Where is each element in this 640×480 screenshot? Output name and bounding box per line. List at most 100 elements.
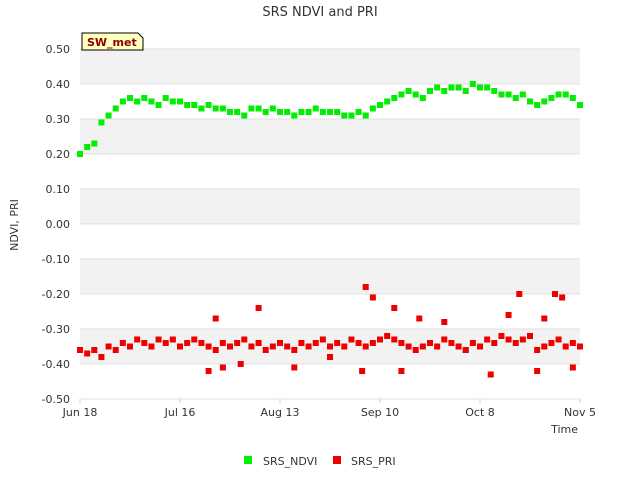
pri-point	[552, 291, 558, 297]
pri-point	[269, 343, 276, 350]
legend: SRS_NDVI SRS_PRI	[244, 455, 396, 468]
pri-point	[362, 284, 369, 290]
pri-point	[562, 343, 569, 350]
pri-point	[148, 343, 155, 350]
ndvi-point	[505, 91, 512, 98]
pri-point	[448, 340, 455, 346]
ndvi-point	[398, 91, 405, 98]
ndvi-point	[162, 95, 169, 101]
pri-point	[441, 336, 448, 343]
y-tick-label: 0.10	[46, 183, 71, 196]
ndvi-point	[391, 95, 398, 101]
pri-point	[241, 336, 248, 343]
ndvi-point	[248, 105, 255, 112]
ndvi-point	[269, 105, 276, 112]
ndvi-point	[419, 95, 426, 101]
ndvi-point	[141, 95, 148, 101]
pri-point	[548, 340, 555, 346]
y-tick-label: 0.00	[46, 218, 71, 231]
ndvi-point	[277, 109, 283, 115]
ndvi-point	[334, 109, 341, 115]
ndvi-series	[77, 81, 583, 157]
ndvi-point	[205, 102, 212, 108]
pri-point	[384, 333, 391, 339]
pri-point	[519, 336, 526, 343]
pri-point	[512, 340, 519, 346]
ndvi-point	[512, 95, 519, 101]
pri-point	[169, 336, 176, 343]
ndvi-point	[477, 84, 483, 91]
pri-point	[91, 347, 98, 353]
pri-point	[455, 343, 462, 350]
pri-point	[98, 354, 105, 360]
pri-point	[469, 340, 476, 346]
ndvi-point	[434, 84, 441, 91]
pri-point	[505, 312, 512, 318]
plot-band	[80, 49, 580, 84]
pri-point	[505, 336, 512, 343]
y-axis-ticks: 0.50 0.40 0.30 0.20 0.10 0.00 -0.10 -0.20 -0.30 -…	[42, 43, 70, 406]
y-tick-label: -0.10	[42, 253, 70, 266]
pri-point	[155, 336, 162, 343]
ndvi-point	[355, 109, 362, 115]
ndvi-point	[462, 88, 469, 94]
x-axis-label: Time	[550, 423, 578, 436]
pri-point	[369, 294, 376, 301]
pri-point	[334, 340, 341, 346]
pri-series	[77, 284, 583, 378]
pri-point	[298, 340, 305, 346]
pri-point	[84, 350, 91, 357]
ndvi-point	[112, 105, 119, 112]
pri-point	[487, 371, 494, 378]
plot-band	[80, 154, 580, 189]
ndvi-point	[234, 109, 241, 115]
y-tick-label: 0.30	[46, 113, 71, 126]
pri-point	[491, 340, 498, 346]
pri-point	[348, 336, 355, 343]
pri-point	[516, 291, 523, 297]
ndvi-point	[169, 98, 176, 105]
pri-point	[398, 368, 405, 374]
ndvi-point	[212, 105, 219, 112]
pri-point	[305, 343, 312, 350]
pri-point	[234, 340, 241, 346]
pri-point	[498, 333, 505, 339]
x-tick-label: Nov 5	[564, 406, 596, 419]
ndvi-point	[127, 95, 133, 101]
ndvi-point	[577, 102, 583, 108]
ndvi-point	[534, 102, 541, 108]
pri-point	[77, 347, 83, 353]
x-tick-label: Sep 10	[361, 406, 399, 419]
ndvi-point	[241, 112, 248, 119]
ndvi-point	[255, 105, 262, 112]
y-tick-label: 0.20	[46, 148, 71, 161]
pri-point	[559, 294, 566, 301]
pri-point	[412, 347, 419, 353]
pri-point	[541, 315, 548, 322]
pri-point	[112, 347, 119, 353]
y-tick-label: 0.50	[46, 43, 71, 56]
ndvi-point	[291, 112, 298, 119]
ndvi-point	[548, 95, 555, 101]
pri-point	[205, 343, 212, 350]
ndvi-point	[541, 98, 548, 105]
plot-band	[80, 364, 580, 399]
ndvi-point	[91, 140, 98, 147]
ndvi-point	[569, 95, 576, 101]
ndvi-point	[84, 144, 91, 150]
ndvi-point	[448, 84, 455, 91]
ndvi-point	[262, 109, 269, 115]
ndvi-point	[77, 151, 83, 157]
ndvi-point	[455, 84, 462, 91]
ndvi-point	[369, 105, 376, 112]
pri-point	[555, 336, 562, 343]
pri-point	[284, 343, 291, 350]
pri-point	[237, 361, 244, 367]
pri-point	[134, 336, 141, 343]
pri-point	[212, 347, 219, 353]
pri-point	[405, 343, 412, 350]
pri-point	[541, 343, 548, 350]
gridlines	[79, 48, 581, 403]
ndvi-point	[527, 98, 533, 105]
pri-point	[419, 343, 426, 350]
